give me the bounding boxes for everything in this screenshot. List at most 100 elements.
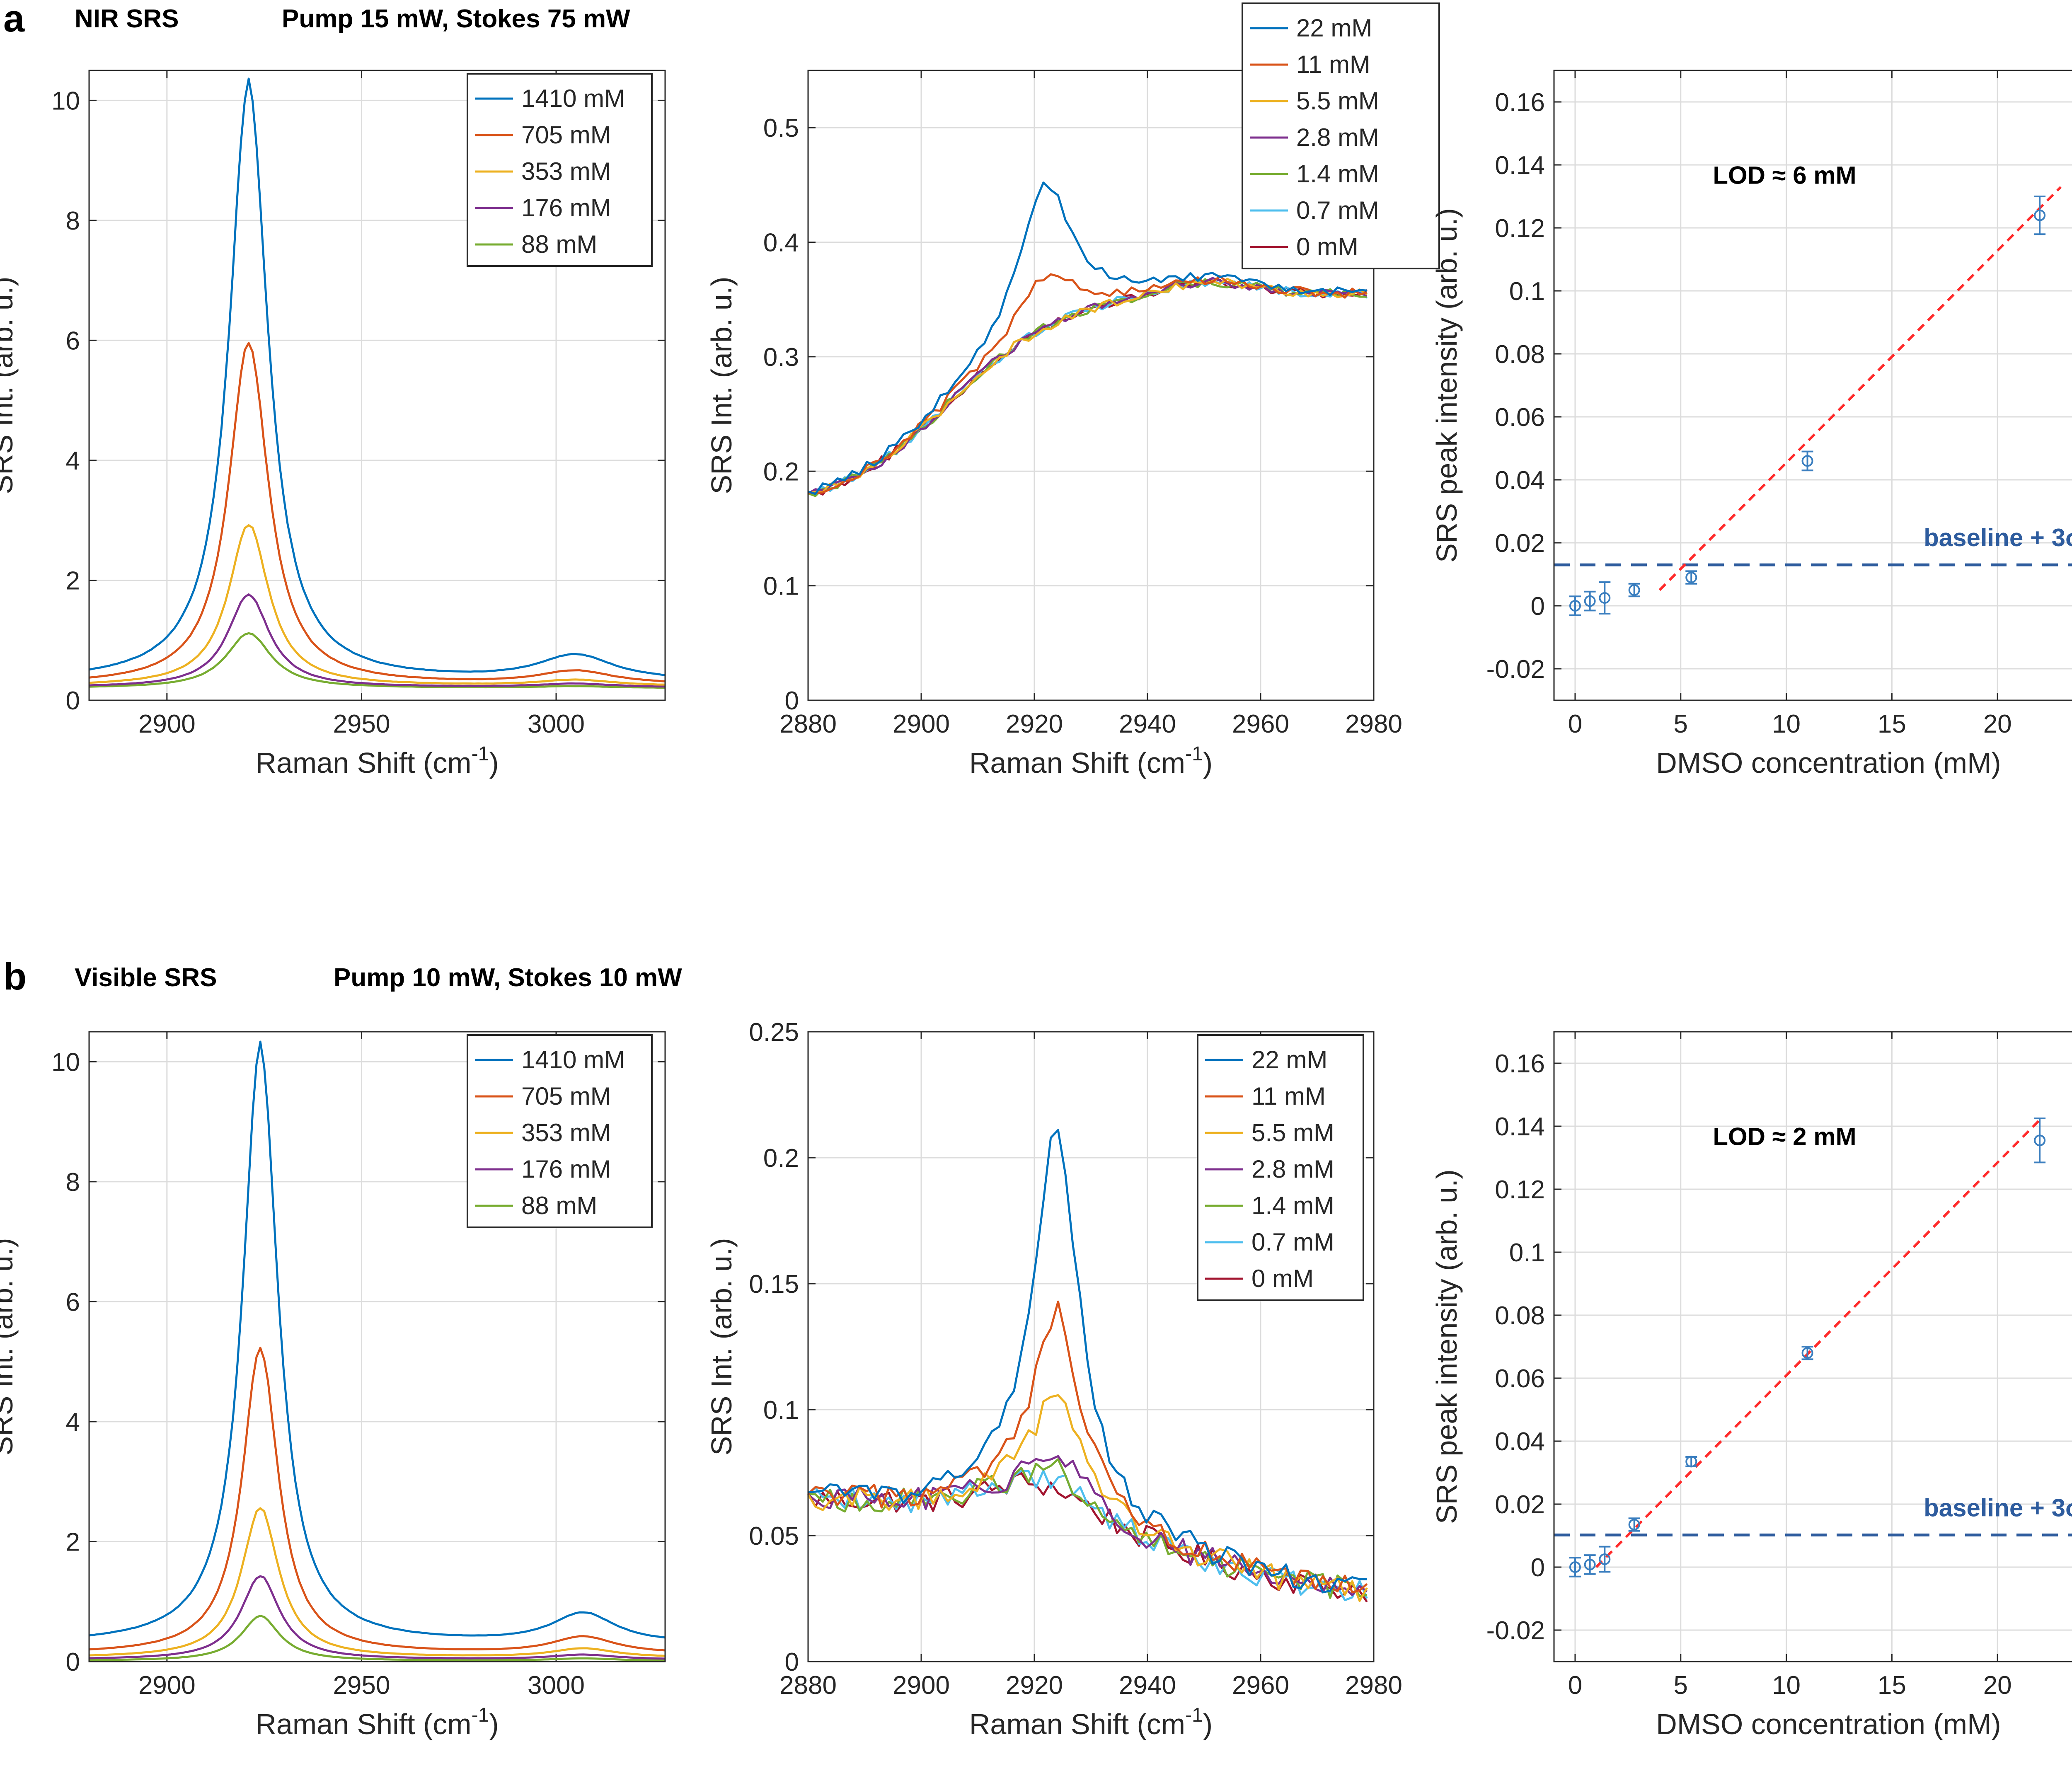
lod-annotation: LOD ≈ 2 mM [1713,1123,1856,1151]
series-line-705-mM [89,342,666,682]
y-tick-label: 10 [51,1048,80,1077]
x-axis-label: Raman Shift (cm-1) [255,1704,499,1740]
y-tick-label: 0.14 [1495,151,1545,180]
x-tick-label: 2900 [138,1671,196,1700]
data-points [1569,1118,2046,1577]
y-tick-label: 0 [66,687,80,715]
legend-label: 1410 mM [521,85,625,112]
legend-label: 0 mM [1251,1265,1314,1292]
series-line-88-mM [89,632,666,689]
x-tick-label: 2900 [138,710,196,738]
y-tick-label: 0.04 [1495,1427,1545,1456]
series-line-11-mM [808,273,1368,494]
x-tick-label: 3000 [528,1671,585,1700]
y-tick-label: 0.12 [1495,214,1545,243]
legend-box [1197,1034,1364,1301]
x-axis-label-superscript: -1 [472,1704,489,1726]
series-line-11-mM [807,1300,1368,1594]
data-point-marker [1569,600,1581,612]
series-line-176-mM [89,1575,666,1660]
plot-b-visible-spectra: 2900 2950 3000 0 2 4 6 8 10 Raman Shift (cm-1) SRS… [0,1031,666,1740]
y-tick-label: 0.16 [1495,88,1545,117]
y-tick-label: 0 [785,687,799,715]
plot-a-nir-calibration: 0510152025-0.0200.020.040.060.080.10.120… [1431,70,2072,779]
x-tick-label: 2940 [1119,1671,1176,1700]
x-tick-label: 2900 [893,710,950,738]
y-tick-label: 0.06 [1495,1364,1545,1393]
legend-label: 176 mM [521,194,611,222]
legend: 1410 mM 705 mM 353 mM 176 mM 88 mM [467,1034,653,1228]
legend-label: 1410 mM [521,1046,625,1074]
plot-frame [88,70,666,701]
y-tick-label: 0 [1531,1553,1545,1582]
x-tick-label: 2980 [1345,710,1402,738]
y-tick-label: 0.1 [763,1396,799,1425]
data-point-marker [1584,1558,1596,1570]
series-line-88-mM [89,1615,666,1662]
data-point-marker [1801,455,1813,467]
y-axis-label: SRS Int. (arb. u.) [0,276,19,494]
x-tick-label: 20 [1983,1671,2012,1700]
y-tick-label: 6 [66,1288,80,1316]
series-line-1410-mM [89,77,666,676]
y-tick-label: -0.02 [1486,1616,1545,1645]
x-tick-label: 2920 [1006,710,1063,738]
y-tick-label: 0.25 [749,1018,799,1047]
series-lines [89,1040,666,1662]
plot-frame [807,1031,1375,1662]
legend-box [467,73,653,267]
panel-letter-b: b [3,956,27,998]
y-tick-label: 0.1 [1509,277,1545,306]
y-tick-label: 0.14 [1495,1113,1545,1141]
y-tick-label: 0.2 [763,457,799,486]
series-line-22-mM [808,1129,1367,1594]
x-tick-label: 2880 [779,1671,837,1700]
y-tick-label: 8 [66,207,80,235]
x-axis-label-superscript: -1 [1185,1704,1203,1726]
x-axis-label-main: Raman Shift (cm [969,1708,1185,1740]
x-tick-label: 2920 [1006,1671,1063,1700]
x-tick-label: 15 [1878,710,1906,738]
panel-b-power: Pump 10 mW, Stokes 10 mW [334,963,682,992]
x-tick-label: 5 [1674,1671,1688,1700]
x-tick-label: 2900 [893,1671,950,1700]
x-tick-label: 2940 [1119,710,1176,738]
legend: 22 mM 11 mM 5.5 mM 2.8 mM 1.4 mM 0.7 mM 0 mM [1197,1034,1364,1301]
data-point-marker [1801,1347,1813,1359]
grid [1554,70,2072,700]
data-points [1569,196,2046,616]
y-tick-label: 2 [66,1528,80,1556]
data-point-marker [2034,209,2046,221]
x-axis-label-superscript: -1 [472,743,489,765]
x-tick-label: 2950 [333,710,390,738]
x-tick-label: 2960 [1232,710,1289,738]
legend-label: 353 mM [521,157,611,185]
legend-box [467,1034,653,1228]
y-tick-label: 0 [785,1648,799,1676]
plot-frame [88,1031,666,1662]
y-tick-label: 0.04 [1495,466,1545,495]
y-tick-label: 6 [66,327,80,355]
data-point-marker [1599,592,1611,604]
x-axis-label: DMSO concentration (mM) [1656,747,2001,779]
plot-a-nir-spectra-zoom: 2880 2900 2920 2940 2960 2980 0 0.1 0.2 0.3 0.4 0.5… [705,2,1440,779]
x-tick-label: 2880 [779,710,837,738]
panel-letter-a: a [3,0,25,40]
legend-label: 176 mM [521,1155,611,1183]
y-tick-label: 0.3 [763,343,799,372]
y-axis-label: SRS Int. (arb. u.) [705,1238,738,1455]
series-line-1410-mM [89,1040,666,1639]
series-line-353-mM [89,1507,666,1657]
legend-label: 2.8 mM [1296,123,1379,151]
x-axis-label-end: ) [1203,747,1213,779]
series-line-2p8-mM [807,277,1368,495]
y-tick-label: 0.15 [749,1270,799,1299]
y-tick-label: 0.12 [1495,1176,1545,1204]
data-point-marker [1628,1519,1640,1531]
y-tick-label: 0.02 [1495,1490,1545,1519]
x-axis-label: DMSO concentration (mM) [1656,1708,2001,1740]
plot-a-nir-spectra: 2900 2950 3000 0 2 4 6 8 10 Raman Shift (cm-1) SRS… [0,70,666,779]
data-point-marker [1685,1456,1697,1468]
legend-box [1242,2,1440,269]
plot-frame [807,70,1375,701]
